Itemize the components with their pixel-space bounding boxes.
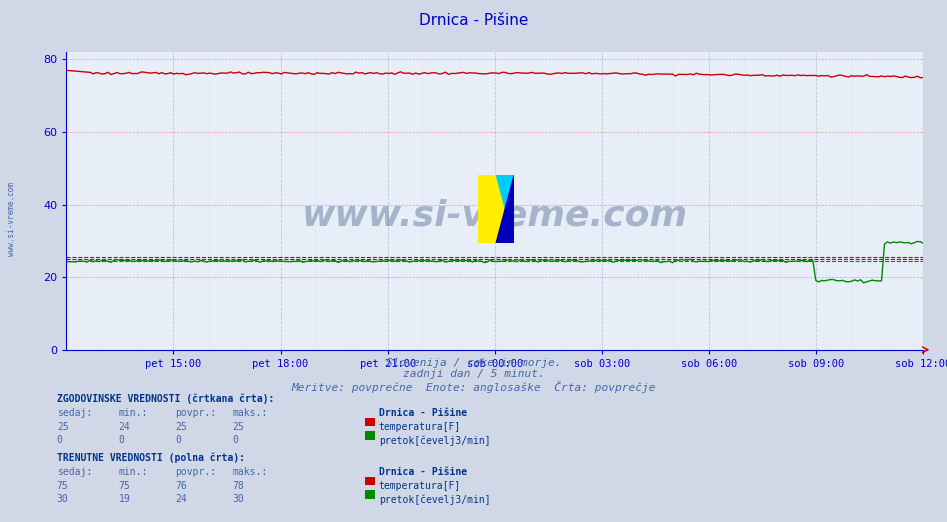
Text: 19: 19 bbox=[118, 494, 130, 504]
Polygon shape bbox=[478, 175, 514, 243]
Text: 78: 78 bbox=[232, 481, 243, 491]
Text: 24: 24 bbox=[118, 422, 130, 432]
Text: 75: 75 bbox=[118, 481, 130, 491]
Text: Meritve: povprečne  Enote: anglosaške  Črta: povprečje: Meritve: povprečne Enote: anglosaške Črt… bbox=[292, 381, 655, 393]
Text: 0: 0 bbox=[57, 435, 63, 445]
Text: 0: 0 bbox=[118, 435, 124, 445]
Text: 30: 30 bbox=[232, 494, 243, 504]
Text: 0: 0 bbox=[232, 435, 238, 445]
Text: 0: 0 bbox=[175, 435, 181, 445]
Text: maks.:: maks.: bbox=[232, 408, 267, 418]
Text: sedaj:: sedaj: bbox=[57, 408, 92, 418]
Text: povpr.:: povpr.: bbox=[175, 408, 216, 418]
Text: www.si-vreme.com: www.si-vreme.com bbox=[7, 182, 16, 256]
Polygon shape bbox=[478, 175, 514, 243]
Text: sedaj:: sedaj: bbox=[57, 467, 92, 477]
Text: www.si-vreme.com: www.si-vreme.com bbox=[302, 199, 688, 233]
Text: 25: 25 bbox=[175, 422, 187, 432]
Text: min.:: min.: bbox=[118, 408, 148, 418]
Text: 76: 76 bbox=[175, 481, 187, 491]
Text: 75: 75 bbox=[57, 481, 68, 491]
Text: 30: 30 bbox=[57, 494, 68, 504]
Text: temperatura[F]: temperatura[F] bbox=[379, 481, 461, 491]
Text: min.:: min.: bbox=[118, 467, 148, 477]
Text: Drnica - Pišine: Drnica - Pišine bbox=[419, 13, 528, 28]
Text: pretok[čevelj3/min]: pretok[čevelj3/min] bbox=[379, 494, 491, 505]
Text: 24: 24 bbox=[175, 494, 187, 504]
Text: pretok[čevelj3/min]: pretok[čevelj3/min] bbox=[379, 435, 491, 446]
Polygon shape bbox=[496, 175, 514, 243]
Polygon shape bbox=[478, 175, 514, 243]
Text: povpr.:: povpr.: bbox=[175, 467, 216, 477]
Polygon shape bbox=[496, 175, 514, 243]
Text: maks.:: maks.: bbox=[232, 467, 267, 477]
Text: 25: 25 bbox=[57, 422, 68, 432]
Text: 25: 25 bbox=[232, 422, 243, 432]
Text: temperatura[F]: temperatura[F] bbox=[379, 422, 461, 432]
Text: TRENUTNE VREDNOSTI (polna črta):: TRENUTNE VREDNOSTI (polna črta): bbox=[57, 452, 245, 462]
Text: Slovenija / reke in morje.: Slovenija / reke in morje. bbox=[385, 358, 562, 367]
Text: Drnica - Pišine: Drnica - Pišine bbox=[379, 408, 467, 418]
Text: ZGODOVINSKE VREDNOSTI (črtkana črta):: ZGODOVINSKE VREDNOSTI (črtkana črta): bbox=[57, 393, 275, 404]
Text: zadnji dan / 5 minut.: zadnji dan / 5 minut. bbox=[402, 369, 545, 379]
Text: Drnica - Pišine: Drnica - Pišine bbox=[379, 467, 467, 477]
